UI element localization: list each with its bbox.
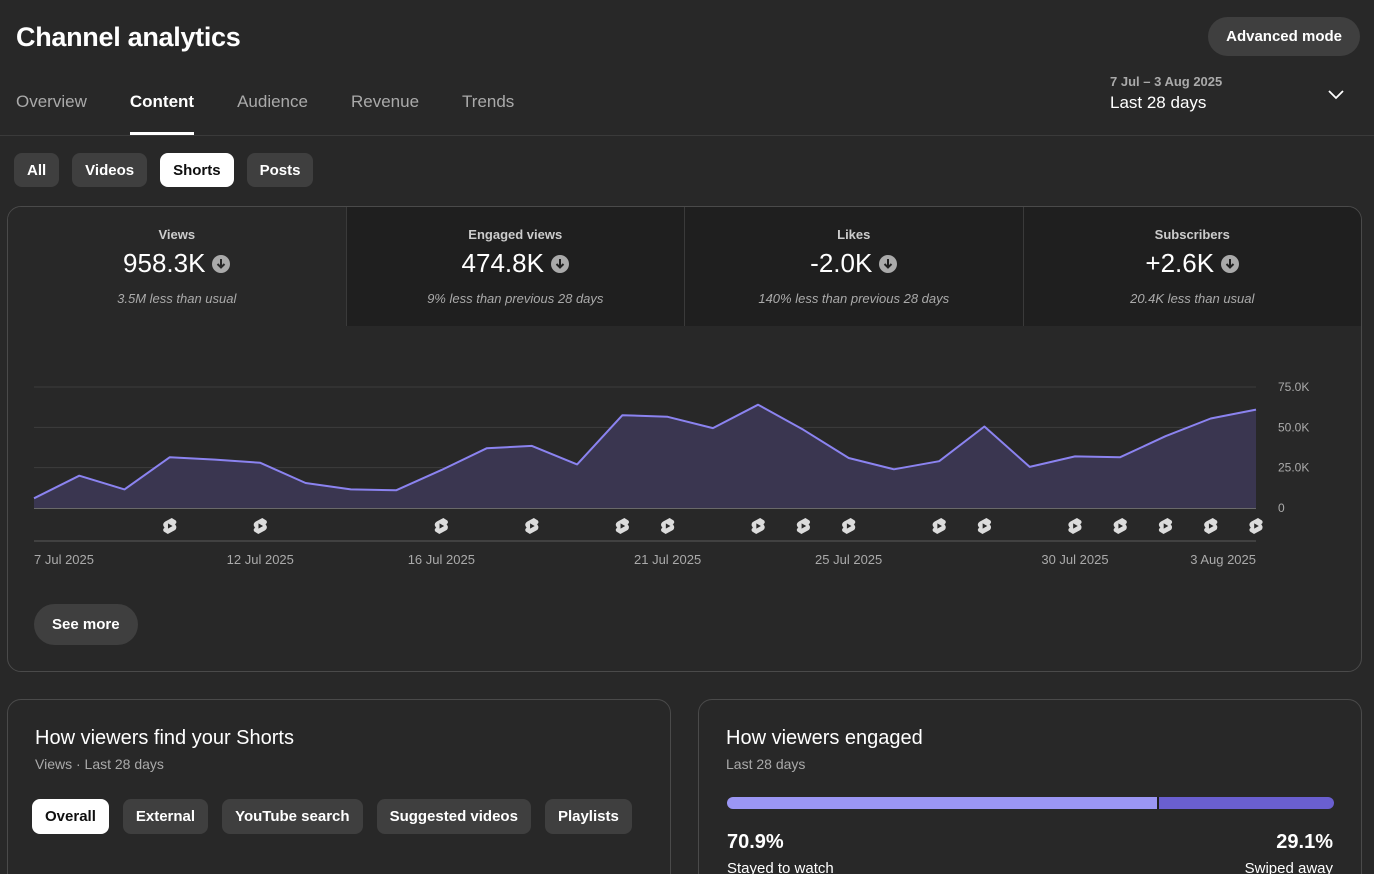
shorts-icon: [525, 518, 539, 534]
shorts-icon: [1068, 518, 1082, 534]
chip-overall[interactable]: Overall: [32, 799, 109, 834]
metrics-chart-card: Views 958.3K 3.5M less than usual Engage…: [7, 206, 1362, 672]
card-title: How viewers engaged: [726, 727, 923, 749]
metric-note: 20.4K less than usual: [1130, 291, 1255, 306]
series-line: [33, 403, 1257, 500]
x-tick-label: 21 Jul 2025: [634, 552, 701, 567]
arrow-down-circle-icon: [879, 254, 898, 273]
metric-likes[interactable]: Likes -2.0K 140% less than previous 28 d…: [684, 207, 1023, 326]
metric-label: Views: [158, 227, 196, 242]
metric-label: Subscribers: [1154, 227, 1230, 242]
traffic-source-chips: Overall External YouTube search Suggeste…: [32, 799, 632, 834]
shorts-icon: [796, 518, 811, 534]
metric-label: Engaged views: [468, 227, 563, 242]
arrow-down-circle-icon: [1221, 254, 1240, 273]
shorts-icon: [751, 518, 765, 534]
stayed-segment: [727, 797, 1158, 809]
date-range-label: Last 28 days: [1110, 93, 1207, 112]
bar-separator: [1157, 797, 1160, 809]
metric-value: 958.3K: [123, 248, 206, 278]
shorts-icon: [615, 518, 630, 534]
x-tick-label: 3 Aug 2025: [1190, 552, 1256, 567]
metric-engaged-views[interactable]: Engaged views 474.8K 9% less than previo…: [345, 207, 684, 326]
tab-revenue[interactable]: Revenue: [350, 92, 420, 111]
y-tick-label: 75.0K: [1278, 380, 1309, 394]
metric-value: +2.6K: [1145, 248, 1215, 278]
analytics-tabs: Overview Content Audience Revenue Trends: [16, 92, 557, 135]
shorts-icon: [163, 518, 177, 534]
metric-views[interactable]: Views 958.3K 3.5M less than usual: [8, 207, 346, 326]
metric-note: 9% less than previous 28 days: [427, 291, 604, 306]
metric-value: 474.8K: [461, 248, 544, 278]
shorts-icon: [660, 518, 675, 534]
stayed-label: Stayed to watch: [727, 860, 834, 874]
chip-suggested-videos[interactable]: Suggested videos: [376, 799, 531, 834]
x-tick-label: 30 Jul 2025: [1041, 552, 1108, 567]
swiped-percent: 29.1%: [1276, 831, 1333, 853]
metric-label: Likes: [837, 227, 871, 242]
x-tick-label: 16 Jul 2025: [408, 552, 475, 567]
shorts-icon: [253, 518, 267, 534]
shorts-icon: [434, 518, 448, 534]
traffic-sources-card: How viewers find your Shorts Views · Las…: [7, 699, 671, 874]
shorts-icon: [1249, 518, 1263, 534]
shorts-icon: [977, 518, 992, 534]
x-tick-label: 12 Jul 2025: [227, 552, 294, 567]
date-range-selector[interactable]: 7 Jul – 3 Aug 2025 Last 28 days: [1110, 74, 1360, 124]
series-area: [34, 404, 1256, 508]
metric-value: -2.0K: [810, 248, 873, 278]
see-more-button[interactable]: See more: [34, 604, 138, 645]
chip-posts[interactable]: Posts: [246, 153, 314, 187]
shorts-icon: [1158, 518, 1173, 534]
y-tick-label: 50.0K: [1278, 420, 1309, 434]
y-tick-label: 25.0K: [1278, 461, 1309, 475]
card-title: How viewers find your Shorts: [35, 727, 294, 749]
engagement-card: How viewers engaged Last 28 days 70.9% 2…: [698, 699, 1362, 874]
chip-videos[interactable]: Videos: [72, 153, 148, 187]
tab-content[interactable]: Content: [129, 92, 195, 135]
arrow-down-circle-icon: [550, 254, 569, 273]
card-subtitle: Last 28 days: [726, 756, 806, 772]
swiped-label: Swiped away: [1244, 860, 1333, 874]
y-tick-label: 0: [1278, 501, 1285, 515]
metric-note: 3.5M less than usual: [117, 291, 237, 306]
tab-audience[interactable]: Audience: [237, 92, 308, 111]
chip-youtube-search[interactable]: YouTube search: [222, 799, 363, 834]
chip-external[interactable]: External: [122, 799, 209, 834]
page-title: Channel analytics: [16, 22, 241, 52]
card-subtitle: Views · Last 28 days: [35, 756, 164, 772]
tab-trends[interactable]: Trends: [462, 92, 515, 111]
stayed-percent: 70.9%: [727, 831, 784, 853]
tabs-divider: [0, 135, 1374, 136]
advanced-mode-button[interactable]: Advanced mode: [1208, 17, 1360, 56]
chip-all[interactable]: All: [14, 153, 60, 187]
x-tick-label: 7 Jul 2025: [34, 552, 94, 567]
shorts-icon: [842, 518, 856, 534]
swiped-segment: [1159, 797, 1334, 809]
shorts-icon: [1113, 518, 1127, 534]
shorts-icon: [932, 518, 946, 534]
metric-tabs: Views 958.3K 3.5M less than usual Engage…: [8, 207, 1361, 326]
metric-note: 140% less than previous 28 days: [758, 291, 950, 306]
date-range-dates: 7 Jul – 3 Aug 2025: [1110, 74, 1223, 89]
arrow-down-circle-icon: [212, 254, 231, 273]
chip-shorts[interactable]: Shorts: [160, 153, 234, 187]
engagement-bar: [727, 797, 1334, 809]
metric-subscribers[interactable]: Subscribers +2.6K 20.4K less than usual: [1022, 207, 1361, 326]
shorts-icon: [1204, 518, 1218, 534]
views-chart: 0 25.0K 50.0K 75.0K 7 Jul 2025 12 Jul 2025 16 …: [33, 380, 1309, 567]
chevron-down-icon: [1328, 90, 1344, 100]
tab-overview[interactable]: Overview: [16, 92, 87, 111]
content-type-chips: All Videos Shorts Posts: [14, 153, 314, 187]
chip-playlists[interactable]: Playlists: [544, 799, 632, 834]
x-tick-label: 25 Jul 2025: [815, 552, 882, 567]
